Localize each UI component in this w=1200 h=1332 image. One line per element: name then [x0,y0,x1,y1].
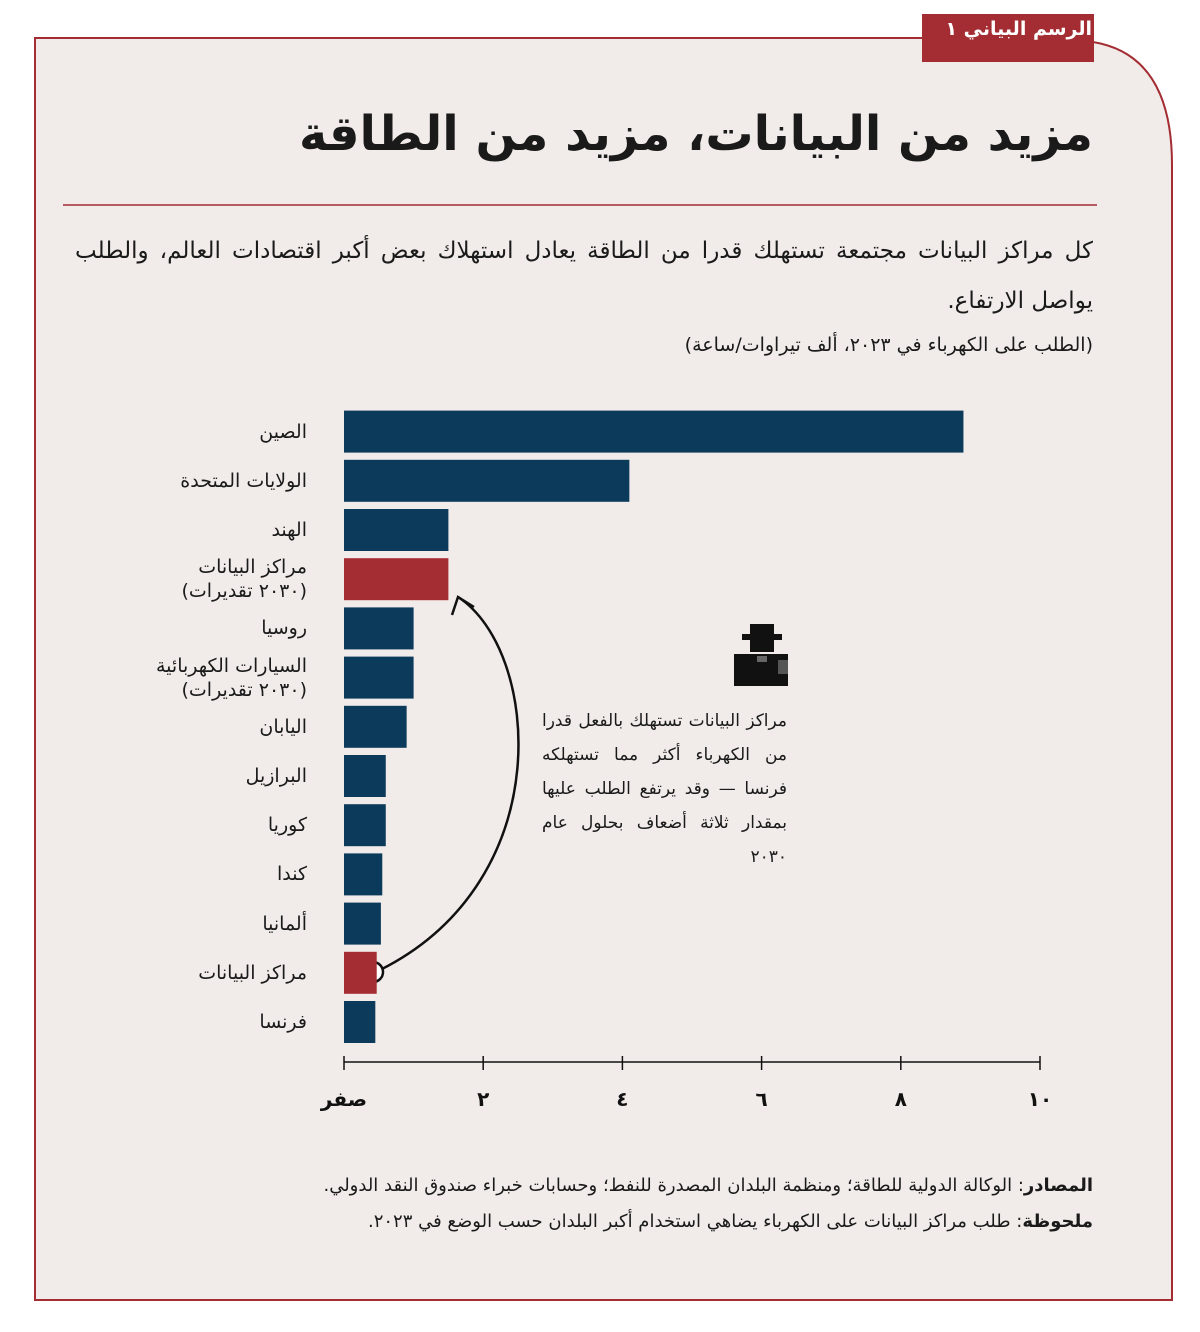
tag-box [922,14,1094,62]
x-tick-label: صفر [320,1087,367,1111]
bar [344,951,377,994]
y-tick-label: كندا [276,863,307,886]
y-tick-label: اليابان [259,715,307,738]
tag: الرسم البياني ١ [945,18,1092,40]
bar [344,902,381,945]
note-label: ملحوظة [1022,1211,1093,1232]
y-tick-label: مراكز البيانات (٢٠٣٠ تقديرات) [181,556,307,603]
chart-title: مزيد من البيانات، مزيد من الطاقة [298,106,1093,162]
bar [344,853,383,896]
x-tick-label: ١٠ [1028,1087,1052,1111]
footnotes: المصادر: الوكالة الدولية للطاقة؛ ومنظمة … [60,1168,1093,1240]
sources: : الوكالة الدولية للطاقة؛ ومنظمة البلدان… [323,1175,1024,1196]
y-tick-label: الصين [259,420,307,443]
y-tick-label: فرنسا [259,1011,307,1033]
y-tick-label: كوريا [267,814,307,837]
sources-label: المصادر [1023,1175,1093,1196]
bar [344,804,386,847]
y-tick-label: البرازيل [245,765,307,787]
annotation-arrow [379,595,520,972]
y-tick-label: مراكز البيانات [198,961,307,984]
x-tick-label: ٦ [755,1087,767,1111]
bar [344,607,414,650]
bar [344,459,630,502]
bar [344,509,449,551]
y-tick-label: ألمانيا [262,912,307,935]
y-tick-label: السيارات الكهربائية (٢٠٣٠ تقديرات) [155,654,307,701]
note: : طلب مراكز البيانات على الكهرباء يضاهي … [367,1211,1023,1232]
bar [344,755,386,797]
x-tick-label: ٨ [895,1087,907,1111]
bar [344,1001,376,1043]
bar [344,705,407,748]
bar [344,558,449,601]
frame [34,37,1173,1301]
unit-note: (الطلب على الكهرباء في ٢٠٢٣، ألف تيراوات… [684,334,1093,356]
annotation-icon [734,624,788,686]
note-row: ملحوظة: طلب مراكز البيانات على الكهرباء … [60,1204,1093,1240]
sources-row: المصادر: الوكالة الدولية للطاقة؛ ومنظمة … [60,1168,1093,1204]
bar [344,410,964,453]
x-tick-label: ٤ [616,1087,628,1111]
annotation: مراكز البيانات تستهلك بالفعل قدرا من الك… [542,711,787,867]
arrow-head [450,595,475,616]
y-tick-label: الولايات المتحدة [180,469,307,492]
y-tick-label: روسيا [261,617,307,640]
y-tick-label: الهند [271,519,307,541]
subtitle: كل مراكز البيانات مجتمعة تستهلك قدرا من … [75,238,1093,314]
bar [344,656,414,699]
x-tick-label: ٢ [477,1087,489,1111]
